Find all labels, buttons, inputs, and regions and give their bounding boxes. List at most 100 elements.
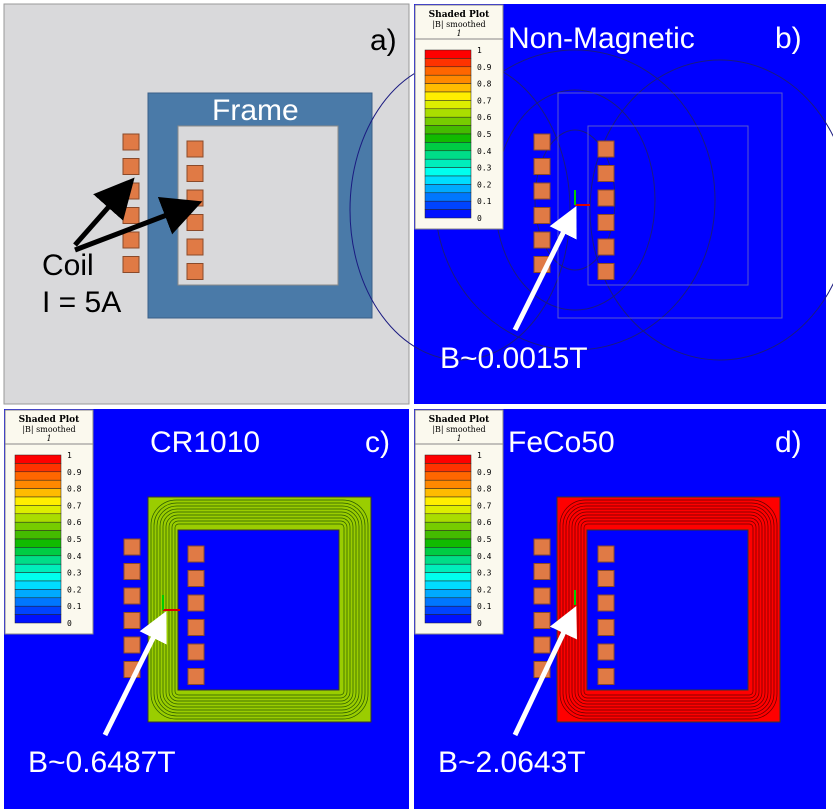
coil-right-turn xyxy=(187,545,205,563)
legend-band xyxy=(424,521,472,531)
legend-band xyxy=(424,58,472,68)
legend-tick: 0.6 xyxy=(477,113,492,122)
legend-tick: 0.1 xyxy=(477,197,492,206)
legend-band xyxy=(424,133,472,143)
panel-d-tag: d) xyxy=(775,426,802,459)
legend-title: Shaded Plot xyxy=(429,415,491,425)
coils xyxy=(123,538,205,685)
legend-tick: 0.9 xyxy=(477,63,492,72)
coil-right-turn xyxy=(187,668,205,685)
legend-band xyxy=(424,125,472,135)
legend-tick: 0.3 xyxy=(67,569,82,578)
legend-tick: 0.7 xyxy=(477,96,492,105)
legend-band xyxy=(424,597,472,607)
coil-right-turn xyxy=(597,668,615,685)
coil-left-turn xyxy=(123,636,141,654)
legend-band xyxy=(424,209,472,219)
legend-tick: 0.8 xyxy=(67,485,82,494)
legend-tick: 1 xyxy=(67,451,72,460)
legend-band xyxy=(424,555,472,565)
frame-outline xyxy=(557,92,783,319)
legend-band xyxy=(424,66,472,76)
legend-band xyxy=(14,488,62,498)
legend-band xyxy=(424,150,472,160)
legend-tick: 0.5 xyxy=(477,130,492,139)
coil-left-turn xyxy=(122,231,140,249)
coil-right-turn xyxy=(597,214,615,231)
legend-tick: 0.2 xyxy=(67,585,82,594)
coil-left-turn xyxy=(122,207,140,224)
legend-band xyxy=(14,605,62,615)
panel-b-title: Non-Magnetic xyxy=(508,22,695,55)
field-value: B~0.0015T xyxy=(440,342,588,375)
legend-band xyxy=(14,572,62,582)
coil-right-turn xyxy=(597,570,615,587)
flux-line xyxy=(580,520,757,699)
coil-left-turn xyxy=(533,538,551,556)
legend-band xyxy=(424,505,472,515)
coil-left-turn xyxy=(533,182,551,200)
coil-left-turn xyxy=(533,587,551,605)
legend-band xyxy=(14,597,62,607)
legend-tick: 0.8 xyxy=(477,485,492,494)
legend-tick: 0.5 xyxy=(67,535,82,544)
legend-band xyxy=(14,530,62,540)
legend-band xyxy=(14,505,62,515)
field-value: B~0.6487T xyxy=(28,746,176,779)
flux-line xyxy=(583,523,754,696)
panel-a-tag: a) xyxy=(370,24,397,57)
coil-left-turn xyxy=(123,538,141,556)
coil-right-turn xyxy=(597,140,615,158)
frame-window xyxy=(177,529,340,691)
coils xyxy=(533,133,615,280)
coil-right-turn xyxy=(187,643,205,661)
coil-left-turn xyxy=(533,636,551,654)
coil-right-turn xyxy=(597,594,615,612)
coil-left-turn xyxy=(533,133,551,151)
legend: Shaded Plot|B| smoothed110.90.80.70.60.5… xyxy=(4,409,94,635)
legend-tick: 0.3 xyxy=(477,569,492,578)
flux-line xyxy=(159,508,360,711)
legend-tick: 1 xyxy=(477,451,482,460)
flux-line xyxy=(150,499,369,720)
coil-right-turn xyxy=(186,238,204,256)
legend-band xyxy=(424,167,472,177)
legend-tick: 0.8 xyxy=(477,80,492,89)
legend-band xyxy=(424,83,472,93)
coil-right-turn xyxy=(187,619,205,636)
coil-left-turn xyxy=(533,231,551,249)
coil-right-turn xyxy=(597,165,615,182)
coil-left-turn xyxy=(122,256,140,273)
legend-title: Shaded Plot xyxy=(19,415,81,425)
coil-right-turn xyxy=(597,619,615,636)
panel-a: Frame a) Coil I = 5A xyxy=(3,3,410,405)
coil-right-turn xyxy=(186,140,204,158)
legend-tick: 0.1 xyxy=(477,602,492,611)
legend-band xyxy=(424,589,472,599)
panel-b: Non-Magnetic b) B~0.0015T Shaded Plot|B|… xyxy=(349,4,833,404)
current-label: I = 5A xyxy=(42,286,121,319)
coil-left-turn xyxy=(122,133,140,151)
legend-tick: 1 xyxy=(477,46,482,55)
legend-band xyxy=(424,572,472,582)
legend-tick: 0.1 xyxy=(67,602,82,611)
coil-right-turn xyxy=(597,263,615,280)
legend-band xyxy=(424,496,472,506)
coil-left-turn xyxy=(123,612,141,629)
legend-band xyxy=(424,580,472,590)
legend-tick: 0.9 xyxy=(477,468,492,477)
legend-unit: 1 xyxy=(456,434,461,443)
coil-left-turn xyxy=(533,563,551,580)
legend-band xyxy=(14,555,62,565)
legend-band xyxy=(424,91,472,101)
panel-d: FeCo50 d) B~2.0643T Shaded Plot|B| smoot… xyxy=(414,409,826,809)
legend-band xyxy=(14,454,62,464)
legend-tick: 0 xyxy=(67,619,72,628)
legend-band xyxy=(424,192,472,202)
legend-band xyxy=(424,463,472,473)
legend-band xyxy=(424,158,472,168)
flux-line xyxy=(156,505,363,714)
legend-tick: 0.2 xyxy=(477,585,492,594)
legend: Shaded Plot|B| smoothed110.90.80.70.60.5… xyxy=(414,4,504,230)
